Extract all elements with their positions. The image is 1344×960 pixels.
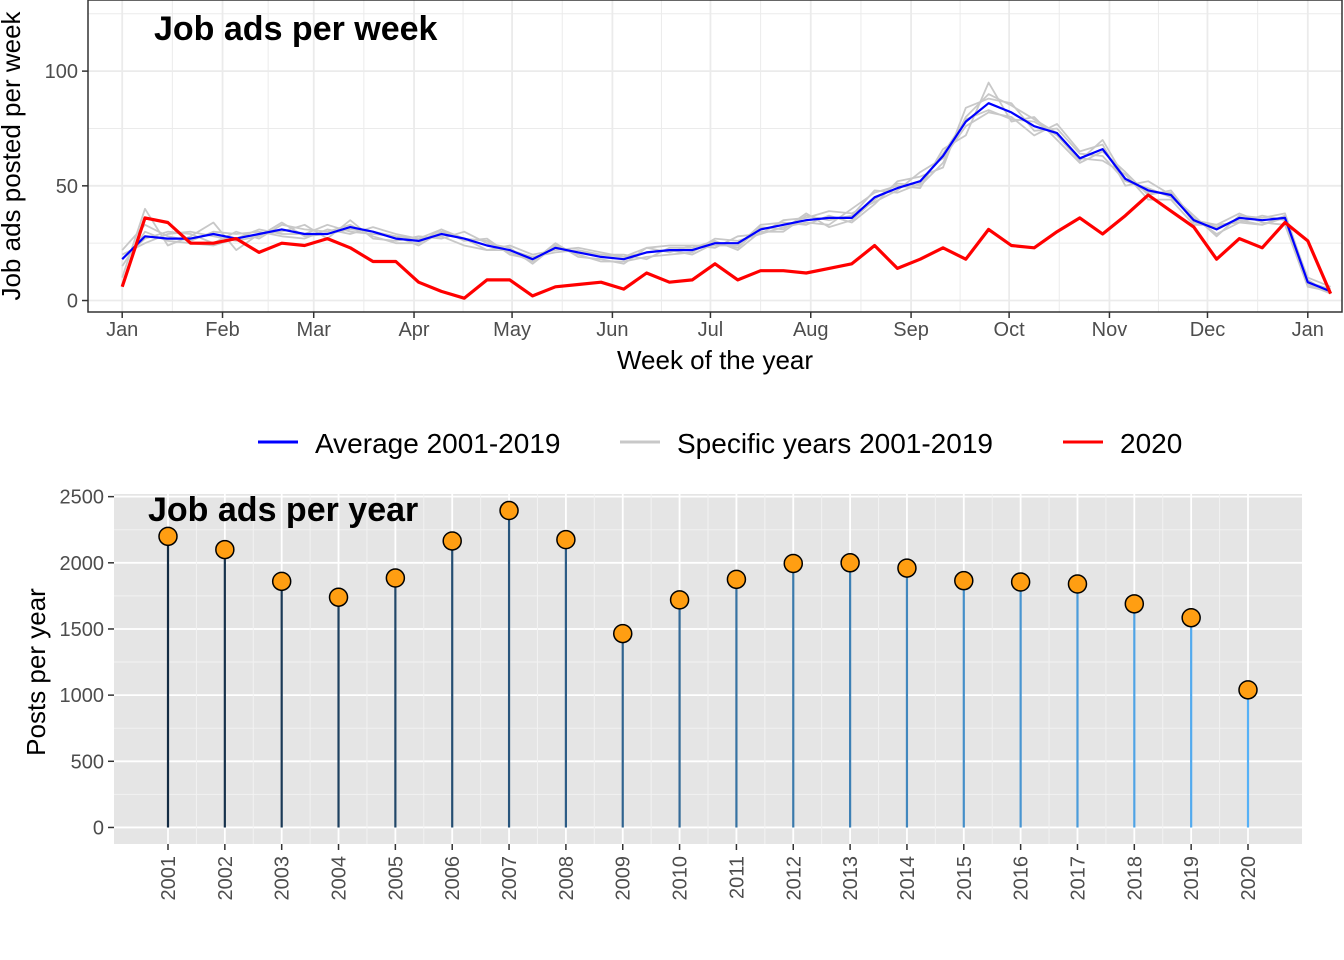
x-tick-label: 2011 bbox=[726, 856, 748, 899]
y-tick-label: 50 bbox=[56, 176, 78, 198]
weekly-x-axis-title: Week of the year bbox=[617, 345, 813, 375]
year-point bbox=[1067, 574, 1088, 594]
weekly-y-axis-title: Job ads posted per week bbox=[0, 10, 26, 300]
weekly-panel-border bbox=[87, 0, 1343, 313]
year-point bbox=[1238, 680, 1258, 700]
x-tick-label: Sep bbox=[893, 319, 929, 341]
x-tick-label: 2007 bbox=[499, 856, 521, 901]
year-point bbox=[215, 539, 235, 560]
weekly-y-axis: 0 50 100 bbox=[45, 61, 88, 313]
average-line bbox=[121, 102, 1332, 293]
x-tick-label: 2013 bbox=[840, 856, 862, 901]
x-tick-label: 2003 bbox=[272, 856, 294, 901]
yearly-points bbox=[158, 500, 1258, 700]
legend-label-average: Average 2001-2019 bbox=[315, 428, 560, 459]
year-point bbox=[442, 531, 462, 551]
y-tick-label: 0 bbox=[93, 817, 104, 839]
yearly-panel-title: Job ads per year bbox=[148, 491, 418, 529]
y-tick-label: 1000 bbox=[60, 685, 105, 707]
x-tick-label: Apr bbox=[398, 319, 429, 341]
year-point bbox=[385, 568, 406, 588]
legend-label-specific-years: Specific years 2001-2019 bbox=[677, 428, 993, 459]
x-tick-label: Jan bbox=[106, 319, 138, 341]
x-tick-label: Nov bbox=[1092, 319, 1128, 341]
x-tick-label: Dec bbox=[1190, 319, 1226, 341]
yearly-y-axis: 0 500 1000 1500 2000 2500 bbox=[60, 487, 114, 839]
y-tick-label: 2500 bbox=[60, 487, 105, 509]
legend: Average 2001-2019 Specific years 2001-20… bbox=[258, 428, 1182, 459]
x-tick-label: Jun bbox=[596, 319, 628, 341]
yearly-y-axis-title: Posts per year bbox=[21, 588, 51, 756]
weekly-main-lines bbox=[120, 102, 1333, 300]
year-point bbox=[271, 571, 292, 592]
x-tick-label: 2009 bbox=[613, 856, 635, 901]
year-point bbox=[669, 590, 690, 610]
x-tick-label: 2005 bbox=[385, 856, 407, 901]
x-tick-label: 2002 bbox=[215, 856, 237, 901]
x-tick-label: Jan bbox=[1292, 319, 1324, 341]
weekly-chart: 0 50 100 Jan Feb Mar Apr May Jun Jul Aug Sep Oct Nov… bbox=[0, 0, 1343, 375]
x-tick-label: 2008 bbox=[556, 856, 578, 901]
year-point bbox=[556, 529, 576, 550]
yearly-stems bbox=[166, 510, 1250, 828]
year-point bbox=[1010, 572, 1031, 592]
line-2020 bbox=[120, 193, 1333, 300]
x-tick-label: 2017 bbox=[1067, 856, 1089, 901]
x-tick-label: 2019 bbox=[1181, 856, 1203, 901]
weekly-x-axis: Jan Feb Mar Apr May Jun Jul Aug Sep Oct Nov Dec Jan bbox=[106, 312, 1324, 341]
x-tick-label: Aug bbox=[793, 319, 829, 341]
specific-year-line bbox=[121, 81, 1331, 293]
x-tick-label: 2001 bbox=[158, 856, 180, 901]
y-tick-label: 100 bbox=[45, 61, 78, 83]
x-tick-label: 2014 bbox=[897, 856, 919, 901]
year-point bbox=[840, 553, 860, 573]
x-tick-label: 2012 bbox=[783, 856, 805, 901]
x-tick-label: May bbox=[493, 319, 531, 341]
y-tick-label: 2000 bbox=[60, 553, 105, 575]
year-point bbox=[1124, 594, 1145, 614]
x-tick-label: Oct bbox=[994, 319, 1026, 341]
y-tick-label: 500 bbox=[71, 751, 104, 773]
y-tick-label: 1500 bbox=[60, 619, 105, 641]
x-tick-label: 2018 bbox=[1124, 856, 1146, 901]
x-tick-label: Jul bbox=[698, 319, 724, 341]
year-point bbox=[783, 553, 804, 574]
year-point bbox=[897, 558, 917, 578]
weekly-plot-panel bbox=[88, 0, 1342, 312]
legend-label-2020: 2020 bbox=[1120, 428, 1182, 459]
x-tick-label: 2015 bbox=[954, 856, 976, 901]
x-tick-label: 2020 bbox=[1238, 856, 1260, 901]
x-tick-label: 2010 bbox=[670, 856, 692, 901]
x-tick-label: 2006 bbox=[442, 856, 464, 901]
yearly-x-axis: 2001 2002 2003 2004 2005 2006 2007 2008 2009 2010… bbox=[158, 844, 1260, 901]
year-point bbox=[1181, 607, 1201, 628]
year-point bbox=[612, 623, 633, 644]
x-tick-label: 2004 bbox=[329, 856, 351, 901]
year-point bbox=[726, 569, 747, 590]
year-point bbox=[158, 526, 178, 547]
x-tick-label: Feb bbox=[205, 319, 239, 341]
weekly-gridlines bbox=[88, 0, 1342, 312]
weekly-panel-title: Job ads per week bbox=[154, 10, 438, 48]
x-tick-label: Mar bbox=[296, 319, 331, 341]
year-point bbox=[954, 570, 974, 591]
year-point bbox=[499, 500, 519, 521]
y-tick-label: 0 bbox=[67, 291, 78, 313]
year-point bbox=[328, 587, 349, 607]
x-tick-label: 2016 bbox=[1011, 856, 1033, 901]
